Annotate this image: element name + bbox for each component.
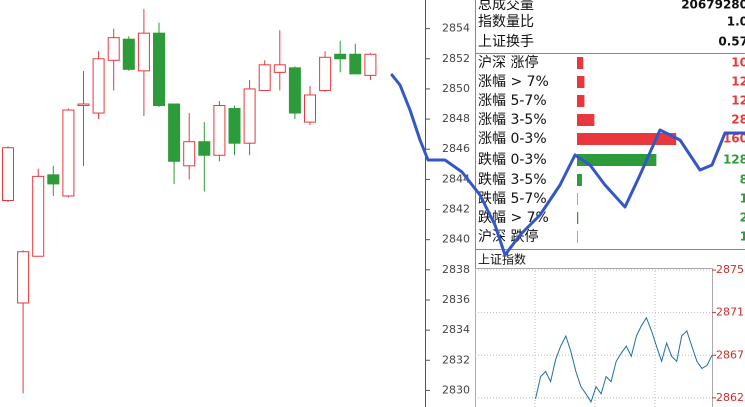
breadth-bar: [577, 193, 578, 205]
breadth-value: 128: [723, 153, 745, 167]
breadth-label: 涨幅 5-7%: [478, 93, 547, 109]
mini-title: 上证指数: [478, 252, 526, 267]
stat-label: 总成交量: [478, 0, 534, 13]
mini-frame: [475, 268, 713, 407]
stat-value: 20679280: [681, 0, 745, 12]
breadth-label: 涨幅 0-3%: [478, 131, 547, 147]
breadth-value: 160: [723, 132, 745, 146]
breadth-bar: [577, 76, 585, 88]
breadth-bar: [577, 133, 677, 145]
breadth-label: 跌幅 0-3%: [478, 152, 547, 168]
y-tick-label: 2875: [716, 263, 744, 276]
breadth-value: 10: [731, 56, 745, 70]
y-tick-label: 2836: [442, 293, 470, 306]
breadth-value: 8: [740, 173, 745, 187]
breadth-bar: [577, 57, 584, 69]
y-tick-label: 2832: [442, 353, 470, 366]
y-tick-label: 2852: [442, 52, 470, 65]
breadth-label: 涨幅 3-5%: [478, 112, 547, 128]
candle-body: [62, 109, 75, 197]
breadth-bar: [577, 174, 582, 186]
y-tick-label: 2848: [442, 112, 470, 125]
candle-body: [183, 141, 196, 167]
candle-body: [243, 88, 256, 144]
candle-body: [213, 105, 226, 156]
breadth-value: 1: [740, 230, 745, 244]
candle-body: [334, 53, 347, 60]
candle-body: [273, 64, 286, 73]
y-tick-label: 2838: [442, 263, 470, 276]
candle-body: [32, 175, 45, 257]
y-tick-label: 2854: [442, 22, 470, 35]
mini-vgrid: [534, 268, 656, 407]
breadth-bar: [577, 231, 578, 243]
candle-body: [198, 141, 211, 156]
candle-body: [349, 53, 362, 75]
y-tick-label: 2871: [716, 306, 744, 319]
breadth-label: 沪深 涨停: [478, 54, 538, 71]
breadth-bar: [577, 95, 585, 107]
candle-body: [319, 56, 332, 91]
breadth-bar: [577, 114, 595, 126]
candle-body: [107, 37, 120, 61]
candle-body: [258, 64, 271, 91]
candle-body: [122, 38, 135, 70]
candle-body: [288, 67, 301, 114]
breadth-label: 跌幅 3-5%: [478, 172, 547, 188]
breadth-value: 2: [740, 211, 745, 225]
y-tick-label: 2846: [442, 142, 470, 155]
breadth-value: 12: [731, 75, 745, 89]
candle-body: [2, 147, 14, 201]
breadth-label: 涨幅 > 7%: [478, 74, 549, 90]
stat-value: 1.0: [727, 15, 745, 29]
stat-label: 上证换手: [478, 33, 534, 50]
y-tick-label: 2867: [716, 348, 744, 361]
stat-label: 指数量比: [478, 14, 534, 30]
y-tick-label: 2842: [442, 203, 470, 216]
candle-body: [77, 103, 90, 107]
y-tick-label: 2850: [442, 82, 470, 95]
candle-body: [168, 103, 181, 162]
candle-body: [137, 32, 150, 72]
price-line: [535, 316, 713, 404]
candle-body: [228, 108, 241, 144]
breadth-value: 12: [731, 94, 745, 108]
breadth-bar: [577, 212, 579, 224]
breadth-value: 1: [740, 192, 745, 206]
candle-body: [17, 251, 30, 304]
breadth-bar: [577, 154, 657, 166]
y-tick-label: 2862: [716, 391, 744, 404]
y-tick-label: 2830: [442, 383, 470, 396]
hand-drawn-annotation: [390, 73, 745, 257]
candle-body: [47, 174, 60, 185]
stat-value: 0.57: [718, 35, 745, 49]
y-tick-label: 2834: [442, 323, 470, 336]
candle-body: [304, 94, 316, 123]
candle-body: [153, 32, 165, 107]
breadth-label: 跌幅 5-7%: [478, 191, 547, 207]
breadth-label: 沪深 跌停: [478, 228, 538, 245]
y-tick-label: 2840: [442, 233, 470, 246]
candle-body: [92, 58, 105, 114]
breadth-value: 28: [731, 113, 745, 127]
candle-body: [364, 53, 377, 76]
